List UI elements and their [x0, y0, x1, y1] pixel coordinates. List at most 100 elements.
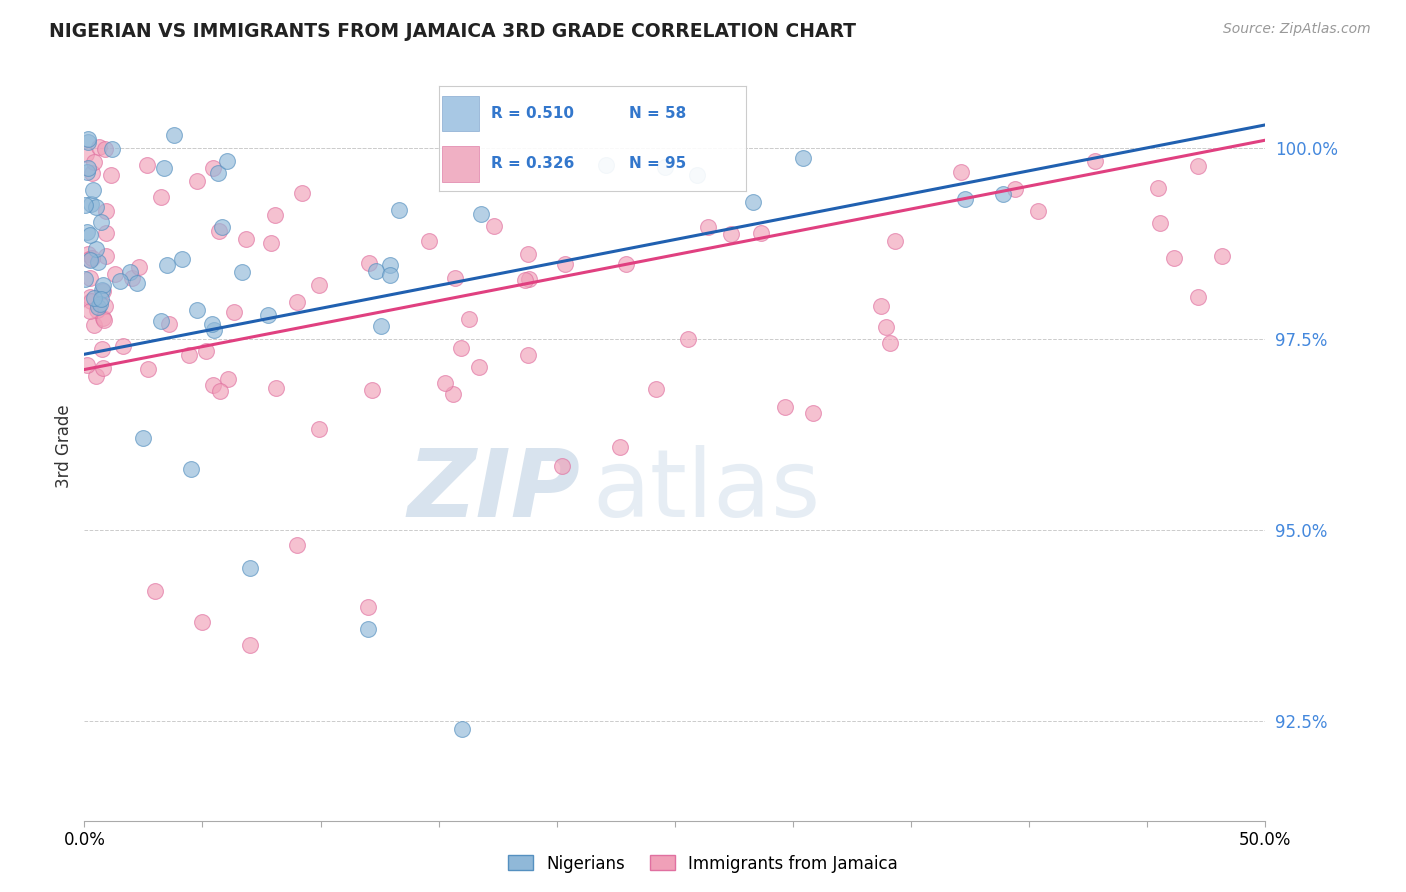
Point: [308, 277, 330, 292]
Point: [93, 361, 115, 376]
Point: [186, 302, 208, 317]
Point: [194, 343, 217, 358]
Point: [91, 277, 114, 292]
Point: [118, 265, 141, 279]
Point: [361, 383, 384, 397]
Point: [150, 190, 173, 204]
Point: [1211, 249, 1233, 263]
Point: [177, 348, 200, 362]
Point: [458, 312, 481, 326]
Point: [76, 358, 98, 372]
Point: [875, 320, 897, 334]
Point: [883, 235, 905, 249]
Point: [77, 247, 100, 261]
Point: [75, 272, 97, 286]
Point: [80, 196, 103, 211]
Legend: Nigerians, Immigrants from Jamaica: Nigerians, Immigrants from Jamaica: [502, 848, 904, 880]
Point: [775, 400, 797, 414]
Point: [450, 342, 472, 356]
Point: [101, 142, 124, 156]
Point: [191, 615, 214, 629]
Point: [96, 203, 118, 218]
Point: [1147, 181, 1170, 195]
Point: [697, 219, 720, 234]
Point: [654, 160, 676, 174]
Point: [1084, 153, 1107, 168]
Point: [152, 161, 174, 175]
Point: [77, 135, 100, 149]
Point: [720, 227, 742, 241]
Point: [80, 251, 103, 265]
Point: [201, 317, 224, 331]
Point: [83, 318, 105, 332]
Point: [1149, 216, 1171, 230]
Point: [263, 208, 285, 222]
Point: [609, 440, 631, 454]
Point: [444, 270, 467, 285]
Point: [291, 186, 314, 201]
Point: [222, 305, 245, 319]
Point: [83, 291, 105, 305]
Point: [80, 293, 103, 308]
Point: [91, 284, 114, 298]
Point: [554, 257, 576, 271]
Point: [517, 272, 540, 286]
Point: [172, 252, 194, 266]
Point: [89, 140, 111, 154]
Text: NIGERIAN VS IMMIGRANTS FROM JAMAICA 3RD GRADE CORRELATION CHART: NIGERIAN VS IMMIGRANTS FROM JAMAICA 3RD …: [49, 22, 856, 41]
Point: [86, 368, 108, 383]
Point: [93, 310, 115, 325]
Point: [380, 258, 402, 272]
Point: [111, 339, 134, 353]
Point: [378, 268, 401, 282]
Point: [366, 263, 388, 277]
Point: [257, 308, 280, 322]
Point: [264, 381, 287, 395]
Point: [1163, 252, 1185, 266]
Point: [186, 174, 208, 188]
Point: [180, 462, 202, 476]
Point: [76, 165, 98, 179]
Point: [94, 226, 117, 240]
Point: [239, 638, 262, 652]
Point: [84, 242, 107, 256]
Point: [645, 382, 668, 396]
Point: [83, 155, 105, 169]
Point: [84, 200, 107, 214]
Point: [231, 265, 253, 279]
Point: [136, 361, 159, 376]
Point: [614, 257, 637, 271]
Point: [451, 722, 474, 736]
Point: [108, 274, 131, 288]
Text: ZIP: ZIP: [408, 445, 581, 537]
Point: [76, 132, 98, 146]
Point: [217, 371, 239, 385]
Point: [94, 249, 117, 263]
Point: [285, 538, 308, 552]
Point: [90, 215, 112, 229]
Point: [89, 297, 111, 311]
Point: [239, 561, 262, 575]
Point: [357, 599, 380, 614]
Point: [870, 299, 893, 313]
Point: [82, 184, 104, 198]
Point: [801, 406, 824, 420]
Point: [143, 584, 166, 599]
Point: [792, 151, 814, 165]
Point: [441, 386, 464, 401]
Point: [595, 158, 617, 172]
Point: [686, 169, 709, 183]
Point: [517, 348, 540, 362]
Point: [100, 169, 122, 183]
Point: [208, 223, 231, 237]
Text: Source: ZipAtlas.com: Source: ZipAtlas.com: [1223, 22, 1371, 37]
Point: [132, 431, 155, 445]
Point: [125, 276, 148, 290]
Point: [77, 252, 100, 267]
Point: [149, 314, 172, 328]
Point: [87, 301, 110, 315]
Point: [163, 128, 186, 143]
Point: [260, 235, 283, 250]
Point: [470, 207, 492, 221]
Point: [551, 458, 574, 473]
